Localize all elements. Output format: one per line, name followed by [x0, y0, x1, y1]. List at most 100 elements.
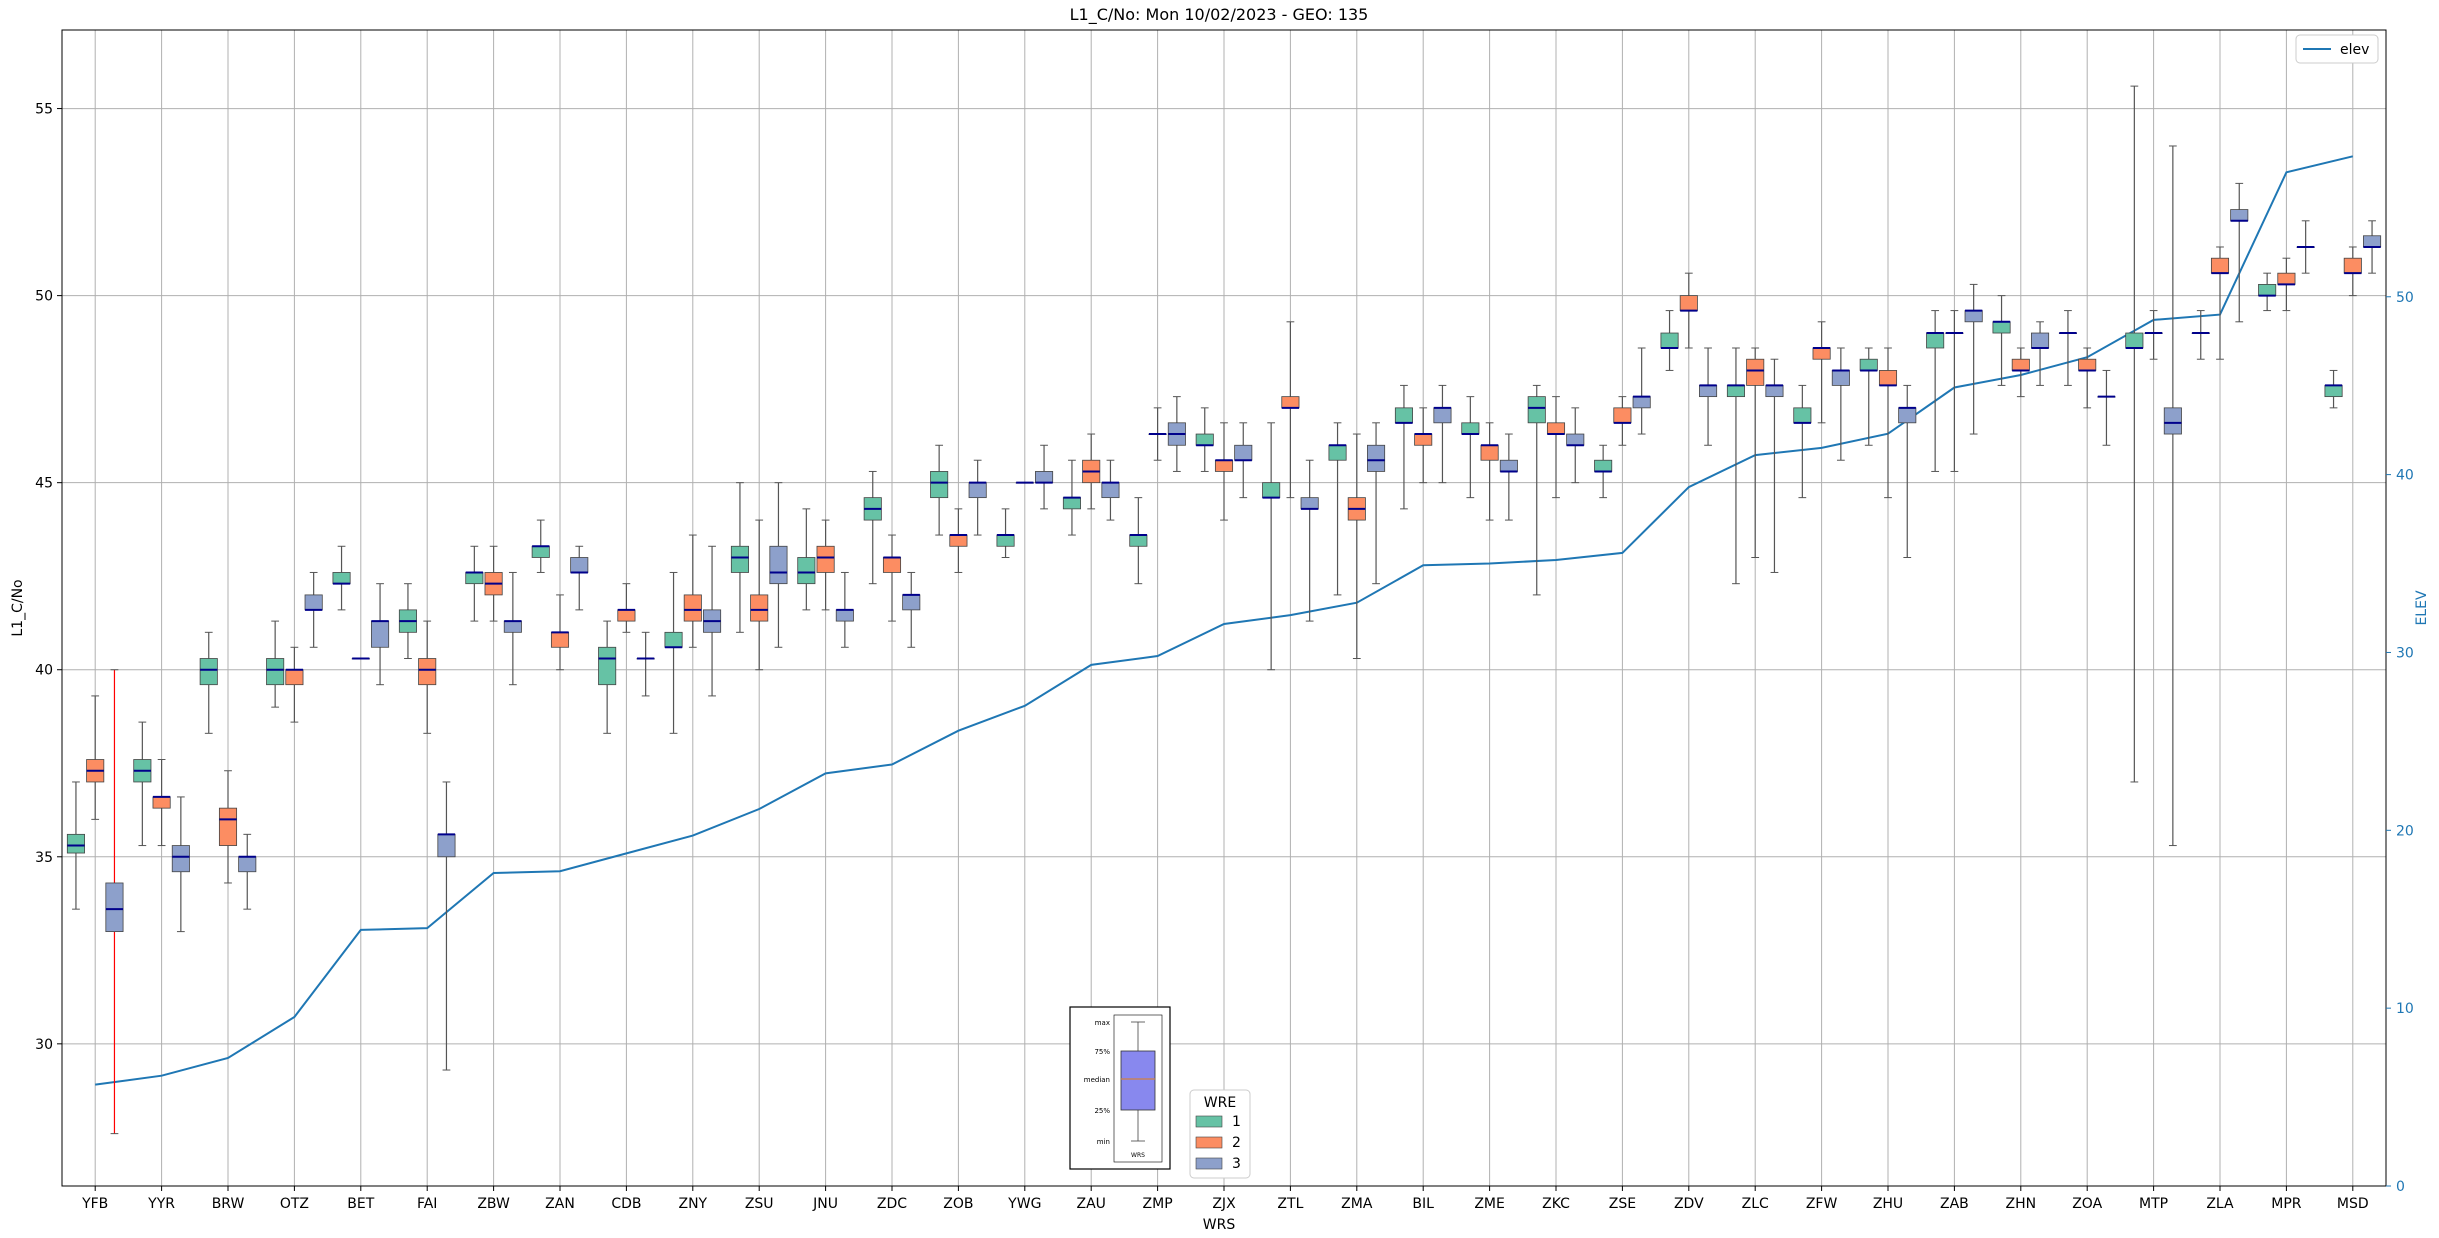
x-tick-label: ZAN — [545, 1196, 575, 1212]
box-ZFW-wre2 — [1812, 321, 1831, 424]
box-iqr — [550, 631, 570, 648]
x-tick-label: MTP — [2139, 1196, 2168, 1212]
box-iqr — [750, 594, 769, 622]
inset-key-label-q1: 25% — [1094, 1107, 1110, 1115]
box-ZOB-wre2 — [949, 508, 968, 573]
box-MTP-wre1 — [2125, 85, 2144, 783]
inset-key-label-median: median — [1084, 1076, 1110, 1084]
x-tick-label: ZNY — [678, 1196, 707, 1212]
box-ZMA-wre2 — [1347, 433, 1366, 660]
box-iqr — [1926, 332, 1945, 349]
x-tick-label: BIL — [1412, 1196, 1434, 1212]
y-tick-label-right: 0 — [2396, 1179, 2405, 1195]
inset-key-xlabel: WRS — [1131, 1152, 1145, 1159]
x-tick-label: MSD — [2337, 1196, 2369, 1212]
box-iqr — [1613, 407, 1632, 424]
box-iqr — [598, 646, 617, 686]
y-tick-label: 35 — [35, 850, 53, 866]
box-ZLA-wre1 — [2191, 310, 2210, 360]
box-ZLA-wre3 — [2230, 182, 2249, 323]
box-iqr — [1746, 358, 1765, 386]
box-ZJX-wre1 — [1195, 407, 1214, 472]
y-tick-label: 55 — [35, 102, 53, 118]
box-iqr — [1480, 444, 1499, 461]
elev-legend-label: elev — [2340, 42, 2369, 58]
box-ZME-wre3 — [1499, 433, 1518, 521]
box-iqr — [1859, 358, 1878, 371]
box-ZNY-wre3 — [703, 545, 722, 697]
box-iqr — [171, 845, 190, 873]
box-ZAN-wre2 — [550, 594, 570, 671]
box-BIL-wre2 — [1414, 407, 1433, 484]
box-ZMP-wre1 — [1129, 497, 1148, 585]
box-ZJX-wre3 — [1234, 422, 1253, 499]
box-iqr — [218, 807, 238, 846]
box-ZAB-wre2 — [1945, 310, 1964, 472]
box-iqr — [949, 534, 968, 547]
box-FAI-wre1 — [398, 583, 417, 660]
box-ZSU-wre3 — [769, 482, 788, 648]
box-ZTL-wre1 — [1262, 422, 1281, 671]
box-ZOB-wre1 — [930, 444, 949, 536]
box-YWG-wre2 — [1015, 481, 1034, 484]
box-ZMA-wre3 — [1367, 422, 1386, 585]
box-iqr — [1433, 407, 1452, 424]
box-iqr — [437, 833, 456, 858]
y-tick-label-right: 40 — [2396, 468, 2414, 484]
box-ZTL-wre2 — [1281, 321, 1300, 499]
box-iqr — [1964, 310, 1983, 323]
box-iqr — [816, 545, 835, 573]
inset-key-label-max: max — [1095, 1019, 1110, 1027]
box-ZMP-wre2 — [1148, 407, 1167, 461]
y-tick-label: 50 — [35, 289, 53, 305]
box-ZME-wre2 — [1480, 422, 1499, 521]
box-CDB-wre1 — [598, 620, 617, 734]
box-MPR-wre3 — [2296, 220, 2315, 274]
box-iqr — [1394, 407, 1413, 424]
box-iqr — [418, 658, 437, 686]
x-tick-label: ZAB — [1940, 1196, 1969, 1212]
box-iqr — [1546, 422, 1566, 435]
box-ZNY-wre1 — [664, 571, 683, 734]
box-ZDV-wre1 — [1660, 310, 1679, 371]
box-YYR-wre2 — [152, 759, 171, 847]
box-ZSU-wre2 — [750, 519, 769, 671]
box-BET-wre3 — [371, 583, 390, 686]
x-tick-label: CDB — [611, 1196, 641, 1212]
box-ZDV-wre2 — [1679, 272, 1698, 349]
box-ZBW-wre1 — [465, 545, 484, 622]
x-tick-label: ZJX — [1212, 1196, 1236, 1212]
box-ZDC-wre2 — [882, 534, 902, 622]
x-tick-label: OTZ — [280, 1196, 309, 1212]
box-iqr — [1129, 534, 1148, 547]
elev-series — [95, 155, 2354, 1086]
box-iqr — [1062, 497, 1081, 510]
box-ZSU-wre1 — [730, 482, 749, 633]
x-axis-label: WRS — [1203, 1217, 1236, 1233]
y-tick-label: 40 — [35, 663, 53, 679]
box-iqr — [66, 833, 85, 854]
box-iqr — [1281, 396, 1300, 409]
box-ZDC-wre1 — [863, 470, 882, 585]
box-ZLA-wre2 — [2210, 246, 2230, 360]
x-tick-label: YFB — [81, 1196, 108, 1212]
box-iqr — [199, 658, 218, 686]
box-JNU-wre3 — [835, 571, 854, 648]
wre-legend-swatch-1 — [1195, 1115, 1223, 1128]
box-ZMA-wre1 — [1328, 422, 1347, 596]
inset-key-label-min: min — [1097, 1138, 1110, 1146]
box-iqr — [1527, 396, 1546, 424]
box-YYR-wre3 — [171, 796, 190, 933]
y-axis-label: L1_C/No — [10, 579, 26, 636]
box-iqr — [1812, 347, 1831, 360]
box-ZHU-wre1 — [1859, 347, 1878, 446]
box-BET-wre2 — [351, 657, 370, 660]
x-tick-label: ZFW — [1806, 1196, 1838, 1212]
box-OTZ-wre3 — [304, 571, 323, 648]
box-ZMP-wre3 — [1167, 396, 1186, 472]
wre-legend-title: WRE — [1204, 1095, 1236, 1111]
box-MPR-wre2 — [2277, 257, 2296, 312]
